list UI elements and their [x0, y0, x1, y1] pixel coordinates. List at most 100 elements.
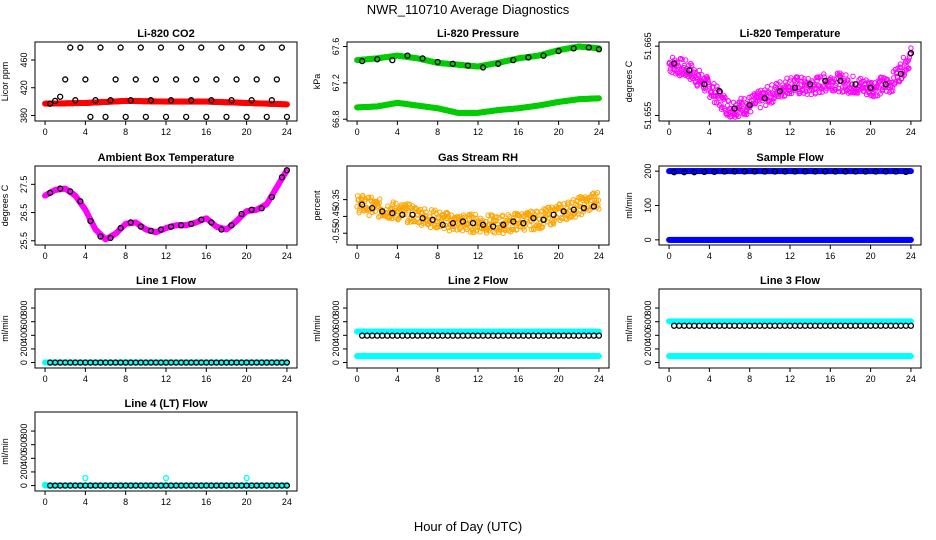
data-point [746, 101, 753, 109]
data-point [681, 169, 688, 176]
data-point [223, 113, 230, 120]
y-tick-label: 67.6 [331, 38, 341, 56]
data-point [860, 78, 867, 84]
x-tick-label: 12 [473, 374, 483, 384]
data-point [791, 168, 799, 175]
data-point [57, 93, 64, 100]
panel-title: Line 1 Flow [136, 275, 196, 287]
x-tick-label: 0 [43, 374, 48, 384]
y-tick-label: 200 [643, 164, 653, 179]
data-point [755, 88, 761, 95]
data-point [358, 57, 366, 65]
x-tick-label: 8 [435, 127, 440, 137]
x-tick-label: 16 [513, 251, 523, 261]
data-point [510, 226, 516, 233]
data-point [389, 209, 396, 217]
data-point [493, 214, 500, 220]
data-point [835, 85, 842, 92]
data-point [67, 188, 74, 195]
data-point [595, 332, 603, 339]
data-point [157, 44, 165, 51]
data-point [842, 168, 849, 175]
data-point [867, 84, 874, 91]
y-tick-label: 27.5 [19, 176, 29, 194]
y-axis-label: ml/min [0, 315, 10, 342]
data-point [902, 168, 910, 175]
x-tick-label: 16 [201, 127, 211, 137]
y-axis-label: Licor ppm [0, 62, 10, 102]
data-point [464, 62, 472, 69]
data-point [377, 196, 383, 202]
data-point [670, 169, 678, 176]
data-point [579, 194, 585, 201]
x-tick-label: 12 [161, 127, 171, 137]
y-tick-label: 600 [19, 314, 29, 329]
panel-title: Li-820 Pressure [437, 28, 519, 40]
data-point [821, 71, 827, 77]
data-point [238, 44, 245, 51]
plot-area [42, 44, 291, 120]
x-tick-label: 20 [866, 251, 876, 261]
x-tick-label: 4 [83, 127, 88, 137]
y-tick-label: 0 [643, 237, 653, 242]
y-axis-label: ml/min [312, 315, 322, 342]
data-point [906, 65, 912, 71]
data-point [379, 208, 386, 215]
data-point [562, 215, 569, 222]
y-tick-label: 51.665 [643, 32, 653, 60]
data-point [369, 204, 376, 212]
data-point [525, 54, 532, 61]
y-tick-label: 0 [19, 360, 29, 365]
panel-title: Li-820 CO2 [137, 28, 194, 40]
panel-title: Gas Stream RH [438, 152, 518, 164]
x-tick-label: 24 [282, 127, 292, 137]
series-box-avg [46, 167, 291, 242]
data-point [188, 97, 195, 104]
x-tick-label: 20 [242, 374, 252, 384]
data-point [278, 174, 286, 181]
data-point [218, 226, 225, 233]
plot-area [666, 168, 914, 243]
data-point [278, 44, 286, 51]
data-point [404, 52, 411, 59]
x-tick-label: 8 [747, 127, 752, 137]
series-pressure-avg [358, 44, 603, 71]
plot-area [354, 328, 603, 360]
data-point [530, 214, 537, 222]
data-point [450, 226, 457, 232]
data-point [807, 81, 814, 88]
x-tick-label: 0 [43, 251, 48, 261]
data-point [472, 211, 479, 218]
data-point [479, 64, 487, 71]
y-tick-label: 200 [19, 341, 29, 356]
data-point [803, 88, 809, 94]
x-tick-label: 16 [201, 374, 211, 384]
series-temp-avg [670, 49, 915, 112]
data-point [701, 168, 708, 175]
data-point [389, 57, 396, 64]
y-axis-label: degrees C [0, 184, 10, 226]
data-point [555, 47, 562, 55]
data-point [57, 185, 64, 192]
x-tick-label: 20 [242, 127, 252, 137]
x-tick-label: 24 [906, 127, 916, 137]
x-tick-label: 8 [435, 251, 440, 261]
data-point [832, 168, 839, 175]
data-point [550, 211, 557, 218]
x-tick-label: 0 [355, 251, 360, 261]
data-point [725, 98, 732, 104]
data-point [454, 213, 461, 220]
data-point [550, 221, 557, 227]
data-point [449, 219, 456, 227]
data-point [376, 200, 382, 206]
x-tick-label: 4 [395, 127, 400, 137]
y-tick-label: 51.655 [643, 102, 653, 130]
y-tick-label: 66.8 [331, 110, 341, 128]
data-point [233, 76, 240, 83]
data-point [872, 93, 879, 99]
data-point [433, 210, 439, 216]
